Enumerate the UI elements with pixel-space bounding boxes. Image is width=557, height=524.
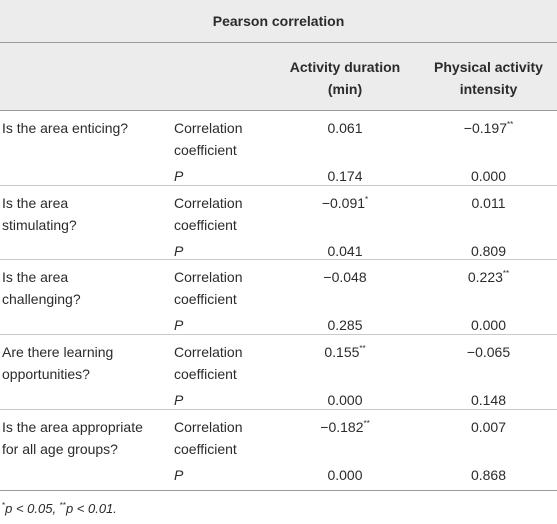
coefficient-number: −0.197 bbox=[463, 120, 507, 136]
significance-marker: ** bbox=[359, 344, 366, 354]
coefficient-label: Correlation bbox=[174, 269, 243, 286]
p-value-col1: 0.285 bbox=[327, 317, 363, 334]
coefficient-value-col2: 0.223** bbox=[420, 266, 557, 288]
p-value-col2: 0.000 bbox=[470, 317, 507, 334]
coefficient-value-col1: 0.155** bbox=[270, 341, 420, 363]
header-bg-bottom bbox=[0, 43, 557, 110]
p-value-col1: 0.000 bbox=[327, 466, 363, 483]
col1-header-line1: Activity duration bbox=[289, 59, 401, 75]
col2-header-line2: intensity bbox=[459, 81, 518, 97]
significance-marker: ** bbox=[502, 269, 510, 279]
coefficient-label: coefficient bbox=[174, 216, 237, 233]
question-label: challenging? bbox=[2, 291, 81, 308]
col2-header-line1: Physical activity bbox=[434, 59, 543, 75]
p-value-col1: 0.174 bbox=[327, 168, 363, 184]
p-value-col2: 0.148 bbox=[470, 392, 507, 409]
question-label: Is the area bbox=[2, 194, 69, 211]
footnote-symbol-1: * bbox=[2, 501, 6, 510]
p-label: P bbox=[174, 317, 184, 334]
p-label: P bbox=[174, 168, 184, 184]
coefficient-number: 0.061 bbox=[327, 120, 363, 136]
footnote-symbol-2: ** bbox=[59, 501, 66, 510]
row-divider bbox=[0, 185, 557, 186]
coefficient-value-col2: 0.011 bbox=[420, 192, 557, 214]
question-label: for all age groups? bbox=[2, 440, 118, 457]
row-divider bbox=[0, 259, 557, 260]
question-label: Are there learning bbox=[2, 344, 114, 361]
p-value-col2: 0.868 bbox=[470, 466, 507, 483]
question-label: Is the area enticing? bbox=[2, 120, 129, 136]
footnote-text-2: p < 0.01. bbox=[65, 501, 117, 516]
coefficient-label: Correlation bbox=[174, 418, 243, 435]
coefficient-value-col1: 0.061 bbox=[270, 117, 420, 139]
header-bottom-rule bbox=[0, 110, 557, 111]
coefficient-number: −0.182 bbox=[320, 418, 364, 435]
p-label: P bbox=[174, 392, 184, 409]
coefficient-number: 0.007 bbox=[470, 418, 507, 435]
coefficient-label: coefficient bbox=[174, 142, 237, 158]
question-label: Is the area bbox=[2, 269, 69, 286]
coefficient-label: coefficient bbox=[174, 366, 237, 383]
footnote-text-1: p < 0.05, bbox=[5, 501, 60, 516]
coefficient-label: Correlation bbox=[174, 194, 243, 211]
coefficient-label: Correlation bbox=[174, 120, 243, 136]
header-bg-top bbox=[0, 0, 557, 42]
p-label: P bbox=[174, 466, 184, 483]
col1-header-line2: (min) bbox=[327, 81, 363, 97]
coefficient-label: coefficient bbox=[174, 440, 237, 457]
coefficient-number: −0.065 bbox=[466, 344, 511, 361]
coefficient-number: 0.011 bbox=[471, 194, 506, 211]
coefficient-value-col1: −0.182** bbox=[270, 416, 420, 438]
row-divider bbox=[0, 409, 557, 410]
footnote: *p < 0.05, **p < 0.01. bbox=[2, 501, 117, 517]
p-value-col2: 0.000 bbox=[470, 168, 507, 184]
coefficient-value-col1: −0.091* bbox=[270, 192, 420, 214]
p-label: P bbox=[174, 242, 184, 259]
p-value-col2: 0.809 bbox=[470, 242, 507, 259]
coefficient-number: 0.223 bbox=[467, 269, 503, 286]
coefficient-label: Correlation bbox=[174, 344, 243, 361]
question-label: stimulating? bbox=[2, 216, 77, 233]
p-value-col1: 0.041 bbox=[327, 242, 363, 259]
table-bottom-rule bbox=[0, 490, 557, 491]
coefficient-value-col2: −0.065 bbox=[420, 341, 557, 363]
coefficient-value-col2: −0.197** bbox=[420, 117, 557, 139]
coefficient-number: 0.155 bbox=[324, 344, 360, 361]
coefficient-value-col1: −0.048 bbox=[270, 266, 420, 288]
coefficient-label: coefficient bbox=[174, 291, 237, 308]
significance-marker: * bbox=[365, 194, 369, 204]
row-divider bbox=[0, 334, 557, 335]
coefficient-number: −0.048 bbox=[323, 269, 367, 286]
question-label: opportunities? bbox=[2, 366, 90, 383]
coefficient-number: −0.091 bbox=[321, 194, 366, 211]
group-title: Pearson correlation bbox=[212, 13, 345, 29]
significance-marker: ** bbox=[506, 120, 514, 129]
significance-marker: ** bbox=[363, 418, 370, 428]
p-value-col1: 0.000 bbox=[327, 392, 363, 409]
question-label: Is the area appropriate bbox=[2, 418, 143, 435]
coefficient-value-col2: 0.007 bbox=[420, 416, 557, 438]
header-rule bbox=[0, 42, 557, 43]
